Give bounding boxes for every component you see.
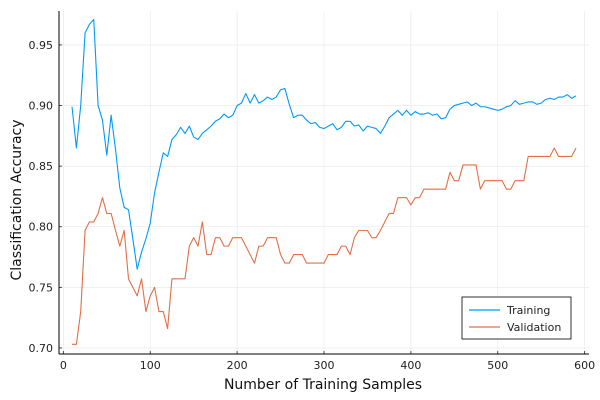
series-line-validation — [72, 147, 577, 345]
y-tick-label: 0.75 — [29, 281, 54, 294]
x-tick-label: 0 — [60, 359, 67, 372]
x-tick-label: 500 — [487, 359, 508, 372]
legend-box — [461, 296, 572, 340]
gridlines — [59, 11, 589, 354]
x-tick-label: 100 — [140, 359, 161, 372]
y-tick-label: 0.80 — [29, 221, 54, 234]
x-tick-label: 300 — [314, 359, 335, 372]
axes — [58, 11, 589, 355]
x-tick-label: 200 — [227, 359, 248, 372]
legend-label: Validation — [507, 321, 561, 334]
legend: Training Validation — [461, 296, 572, 340]
y-tick-label: 0.85 — [29, 160, 54, 173]
x-tick-label: 400 — [400, 359, 421, 372]
y-tick-label: 0.90 — [29, 100, 54, 113]
series-line-training — [71, 18, 577, 270]
tick-labels: 0 100 200 300 400 500 600 0.70 0.75 0.80 0.85 0.90 0… — [29, 39, 596, 372]
y-tick-label: 0.70 — [29, 342, 54, 355]
y-axis-label: Classification Accuracy — [9, 120, 25, 281]
x-axis-label: Number of Training Samples — [224, 377, 422, 393]
y-tick-label: 0.95 — [29, 39, 54, 52]
legend-label: Training — [506, 304, 550, 317]
plot-area — [71, 18, 577, 345]
x-tick-label: 600 — [574, 359, 595, 372]
